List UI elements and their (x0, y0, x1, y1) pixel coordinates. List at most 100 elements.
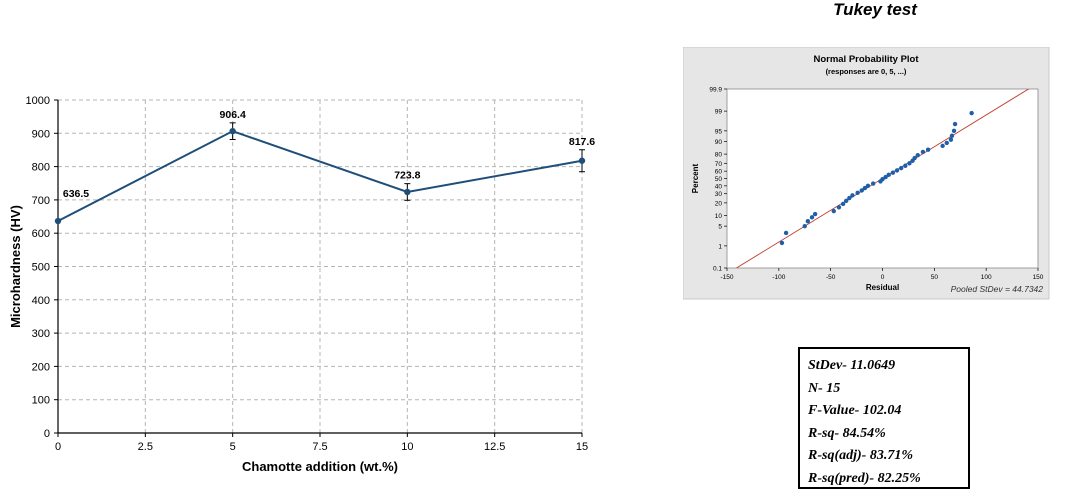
residual-point (865, 183, 871, 189)
stat-f-value: F-Value- 102.04 (808, 403, 902, 418)
stat-r-sq-adj: R-sq(adj)- 83.71% (808, 448, 913, 463)
y-tick-label: 95 (715, 128, 723, 135)
residual-point (944, 140, 949, 146)
stat-r-sq-pred: R-sq(pred)- 82.25% (808, 470, 921, 486)
y-tick-label: 0 (44, 428, 50, 440)
residual-point (802, 223, 807, 229)
y-tick-label: 99.9 (709, 87, 722, 94)
residual-point (812, 211, 818, 217)
x-tick-label: 5 (230, 441, 236, 453)
y-tick-label: 900 (32, 128, 50, 140)
y-tick-label: 0.1 (713, 266, 722, 273)
x-tick-label: 0 (881, 274, 885, 281)
data-point (578, 157, 586, 164)
y-tick-label: 1000 (26, 95, 50, 107)
npp-title: Normal Probability Plot (813, 54, 919, 65)
y-tick-label: 500 (32, 262, 50, 274)
residual-point (886, 172, 891, 178)
y-tick-label: 300 (32, 328, 50, 340)
microhardness-line-chart: 0 2.5 5 7.5 10 12.5 15 0 100 200 300 400 500 600 700 80… (8, 95, 595, 474)
x-tick-label: -50 (826, 274, 836, 281)
y-tick-label: 70 (715, 161, 723, 168)
residual-point (903, 163, 908, 168)
x-tick-label: 100 (981, 274, 992, 281)
residual-point (948, 137, 954, 142)
y-tick-label: 600 (32, 228, 50, 240)
residual-point (949, 133, 955, 138)
residual-point (883, 174, 888, 180)
residual-point (912, 155, 917, 161)
y-tick-label: 10 (715, 213, 723, 220)
residual-point (969, 110, 974, 116)
y-tick-label: 200 (32, 361, 50, 373)
y-tick-label: 20 (715, 200, 723, 207)
residual-point (859, 188, 864, 193)
residual-point (850, 193, 855, 198)
y-tick-label: 5 (718, 224, 722, 231)
residual-point (940, 143, 945, 149)
y-tick-label: 99 (715, 109, 723, 116)
x-tick-label: 0 (55, 441, 61, 453)
residual-point (840, 201, 846, 207)
data-point (404, 188, 411, 196)
residual-point (880, 177, 885, 182)
y-tick-label: 100 (32, 395, 50, 407)
x-tick-label: 10 (401, 441, 413, 453)
x-tick-label: -100 (772, 274, 785, 281)
x-tick-label: 15 (576, 441, 588, 453)
residual-point (831, 208, 836, 214)
data-point (229, 127, 236, 135)
data-label: 906.4 (220, 109, 246, 121)
residual-point (862, 185, 868, 191)
residual-point (779, 240, 785, 246)
x-tick-label: -150 (720, 274, 733, 281)
residual-point (836, 205, 842, 210)
residual-point (805, 219, 811, 224)
tukey-test-heading: Tukey test (833, 0, 917, 19)
npp-x-axis-title: Residual (866, 283, 899, 292)
y-tick-label: 60 (715, 169, 723, 176)
y-tick-label: 50 (715, 176, 723, 183)
series-line (57, 130, 583, 222)
y-tick-label: 90 (715, 139, 723, 146)
y-tick-label: 30 (715, 191, 723, 198)
x-tick-label: 150 (1033, 274, 1044, 281)
x-tick-label: 12.5 (484, 441, 505, 453)
residual-point (890, 170, 896, 175)
statistics-box: StDev- 11.0649 N- 15 F-Value- 102.04 R-s… (798, 347, 970, 489)
normal-probability-plot: Normal Probability Plot (responses are 0,… (683, 47, 1050, 300)
x-tick-label: 50 (931, 274, 939, 281)
y-tick-label: 400 (32, 295, 50, 307)
data-label: 723.8 (394, 170, 420, 182)
data-point (54, 217, 62, 225)
pooled-stdev-annotation: Pooled StDev = 44.7342 (951, 284, 1044, 294)
data-label: 636.5 (63, 188, 89, 200)
x-tick-label: 7.5 (312, 441, 327, 453)
residual-point (894, 168, 900, 173)
residual-point (951, 128, 957, 134)
stat-r-sq: R-sq- 84.54% (808, 425, 886, 441)
npp-subtitle: (responses are 0, 5, ...) (826, 67, 907, 76)
y-tick-label: 1 (718, 243, 722, 250)
stat-stdev: StDev- 11.0649 (808, 358, 896, 373)
residual-point (847, 195, 852, 201)
y-tick-label: 800 (32, 162, 50, 174)
residual-point (915, 152, 920, 158)
x-tick-label: 2.5 (138, 441, 153, 453)
y-tick-label: 40 (715, 183, 723, 190)
y-tick-label: 700 (32, 195, 50, 207)
stat-n: N- 15 (808, 380, 841, 396)
residual-point (855, 190, 860, 196)
data-label: 817.6 (569, 136, 595, 148)
residual-point (952, 121, 958, 127)
residual-point (920, 149, 926, 155)
residual-point (925, 147, 931, 152)
residual-point (898, 165, 904, 171)
residual-point (809, 215, 815, 220)
y-axis-title: Microhardness (HV) (8, 205, 23, 328)
residual-point (844, 198, 849, 204)
y-tick-label: 80 (715, 152, 723, 159)
x-axis-title: Chamotte addition (wt.%) (242, 459, 398, 474)
residual-point (907, 161, 912, 166)
npp-y-axis-title: Percent (691, 163, 700, 193)
